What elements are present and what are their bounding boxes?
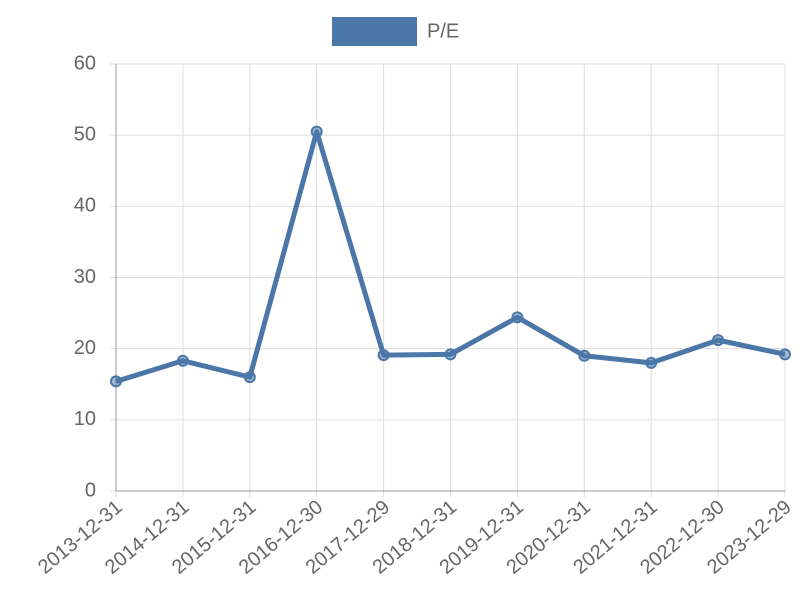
point [645, 356, 658, 369]
y-tick-label: 50 [74, 123, 96, 145]
y-tick-label: 0 [85, 479, 96, 501]
point [511, 311, 524, 324]
point [243, 371, 256, 384]
point [779, 348, 791, 361]
point [377, 349, 390, 362]
y-tick-label: 10 [74, 408, 96, 430]
legend-swatch [332, 17, 417, 46]
point [110, 375, 122, 388]
point [176, 354, 189, 367]
point [578, 349, 591, 362]
point [310, 125, 323, 138]
point [444, 348, 457, 361]
y-tick-label: 40 [74, 195, 96, 217]
legend-label: P/E [427, 20, 459, 42]
y-tick-label: 60 [74, 52, 96, 74]
y-tick-label: 30 [74, 266, 96, 288]
y-tick-label: 20 [74, 337, 96, 359]
point [712, 334, 725, 347]
